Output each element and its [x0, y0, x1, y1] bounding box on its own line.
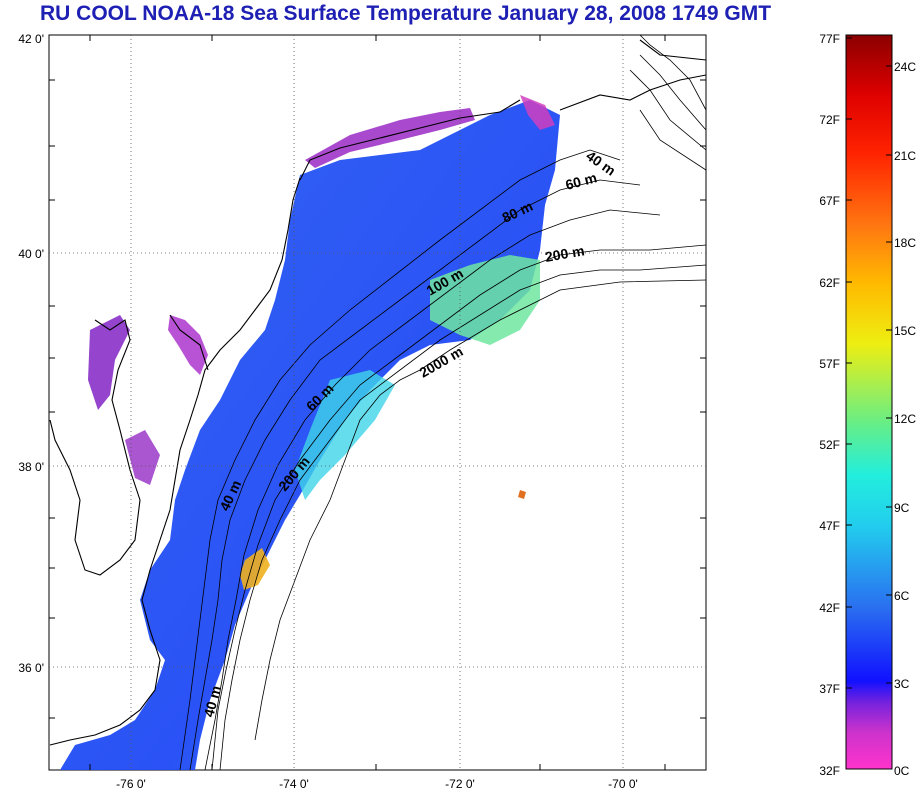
- colorbar-f-label: 32F: [819, 764, 840, 778]
- map-area: 40 m 60 m 80 m 200 m 100 m 2000 m 60 m 2…: [49, 35, 706, 770]
- lon-label: -76 0': [116, 777, 146, 791]
- contour-label: 60 m: [564, 169, 599, 193]
- sst-warm-patch-small: [518, 490, 526, 499]
- contour-label: 200 m: [544, 242, 586, 265]
- lon-label: -70 0': [608, 777, 638, 791]
- colorbar-f-label: 77F: [819, 32, 840, 46]
- lon-label: -74 0': [279, 777, 309, 791]
- colorbar-c-label: 9C: [894, 501, 910, 515]
- lon-label: -72 0': [445, 777, 475, 791]
- colorbar-c-label: 12C: [894, 412, 916, 426]
- colorbar-f-label: 57F: [819, 357, 840, 371]
- colorbar-f-label: 72F: [819, 113, 840, 127]
- colorbar-c-label: 0C: [894, 764, 910, 778]
- lat-label: 36 0': [18, 661, 44, 675]
- tick-marks: [49, 35, 706, 770]
- sst-chesapeake: [88, 315, 130, 410]
- lat-label: 38 0': [18, 460, 44, 474]
- sst-cape-magenta: [520, 95, 555, 130]
- sst-bay-purple: [168, 315, 208, 375]
- lat-label: 40 0': [18, 247, 44, 261]
- colorbar-c-label: 6C: [894, 589, 910, 603]
- sst-swath-slope-cyan: [295, 370, 395, 500]
- coastline: [49, 39, 706, 746]
- colorbar-gradient: [845, 34, 893, 770]
- colorbar-f-label: 62F: [819, 276, 840, 290]
- colorbar-c-label: 15C: [894, 324, 916, 338]
- colorbar-f-label: 37F: [819, 682, 840, 696]
- colorbar-c-label: 24C: [894, 60, 916, 74]
- colorbar-f-label: 42F: [819, 601, 840, 615]
- bathymetry-contours: [179, 35, 706, 770]
- lat-label: 42 0': [18, 32, 44, 46]
- contour-label: 40 m: [200, 684, 224, 719]
- sst-longisland-purple: [305, 108, 475, 168]
- colorbar-c-label: 3C: [894, 677, 910, 691]
- sst-delmarva-purple: [125, 430, 160, 485]
- sst-swath-slope-green: [430, 255, 540, 345]
- graticule: [49, 35, 706, 770]
- colorbar-c-label: 18C: [894, 236, 916, 250]
- colorbar-f-label: 47F: [819, 519, 840, 533]
- colorbar-c-label: 21C: [894, 149, 916, 163]
- colorbar-f-label: 52F: [819, 438, 840, 452]
- colorbar: 77F 72F 67F 62F 57F 52F 47F 42F 37F 32F …: [819, 32, 916, 778]
- page-title: RU COOL NOAA-18 Sea Surface Temperature …: [40, 2, 772, 25]
- colorbar-f-label: 67F: [819, 194, 840, 208]
